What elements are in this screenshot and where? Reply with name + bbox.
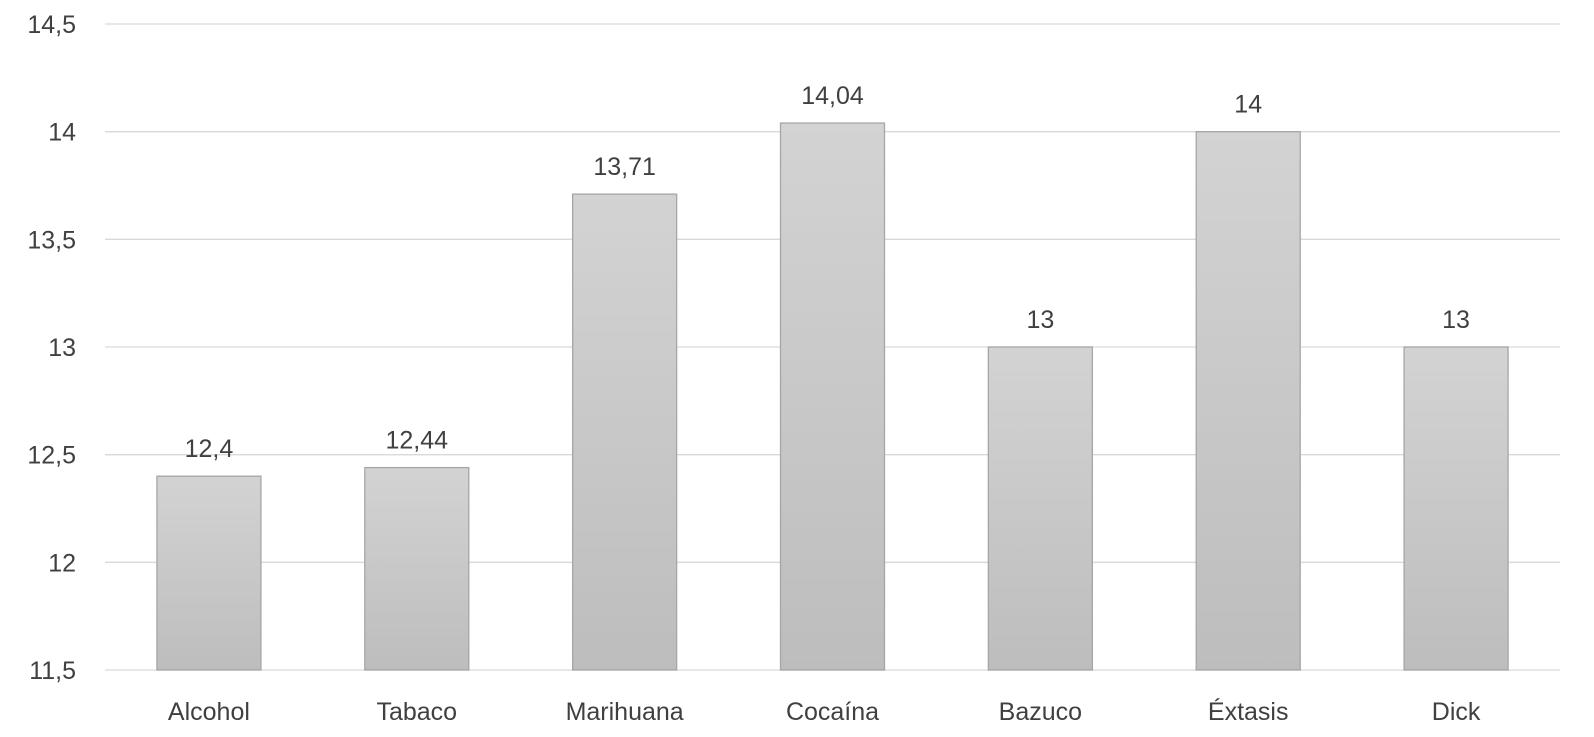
bar-alcohol xyxy=(156,475,262,671)
y-axis-tick-labels: 11,5 12 12,5 13 13,5 14 14,5 xyxy=(27,11,76,685)
data-label: 14,04 xyxy=(801,82,864,110)
x-tick-label: Bazuco xyxy=(999,698,1082,726)
data-label: 14 xyxy=(1234,91,1262,119)
bars xyxy=(156,122,1509,671)
data-label: 12,4 xyxy=(185,435,234,463)
bar-tabaco xyxy=(364,466,470,671)
bar-bazuco xyxy=(987,346,1094,671)
bar-marihuana xyxy=(571,193,678,671)
data-label: 13 xyxy=(1026,306,1054,334)
data-label: 13 xyxy=(1442,306,1470,334)
data-labels: 12,4 12,44 13,71 14,04 13 14 13 xyxy=(185,82,1470,463)
y-tick-label: 11,5 xyxy=(29,657,76,685)
bar-dick xyxy=(1403,346,1509,671)
y-tick-label: 12 xyxy=(48,549,76,577)
data-label: 13,71 xyxy=(593,153,656,181)
x-tick-label: Cocaína xyxy=(786,698,879,726)
x-tick-label: Dick xyxy=(1432,698,1481,726)
x-tick-label: Tabaco xyxy=(376,698,457,726)
x-tick-label: Marihuana xyxy=(566,698,684,726)
y-tick-label: 14,5 xyxy=(27,11,76,39)
x-tick-label: Éxtasis xyxy=(1208,697,1289,726)
bar-cocaína xyxy=(779,122,886,671)
y-tick-label: 13 xyxy=(48,334,76,362)
x-tick-label: Alcohol xyxy=(168,698,250,726)
y-tick-label: 12,5 xyxy=(27,442,76,470)
data-label: 12,44 xyxy=(386,427,449,455)
bar-éxtasis xyxy=(1195,131,1301,671)
y-tick-label: 14 xyxy=(48,119,76,147)
y-tick-label: 13,5 xyxy=(27,226,76,254)
x-axis-tick-labels: Alcohol Tabaco Marihuana Cocaína Bazuco Éxtas… xyxy=(168,697,1481,726)
